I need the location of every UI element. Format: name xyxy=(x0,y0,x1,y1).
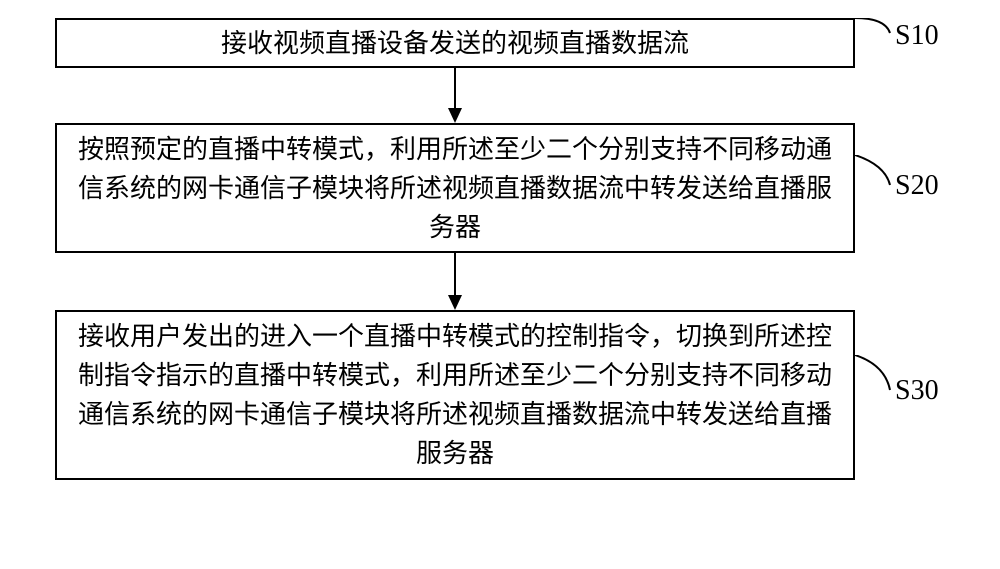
node-s20-label: S20 xyxy=(895,170,939,202)
flowchart-node-s30: 接收用户发出的进入一个直播中转模式的控制指令，切换到所述控制指令指示的直播中转模… xyxy=(55,310,855,480)
node-s10-text: 接收视频直播设备发送的视频直播数据流 xyxy=(221,24,689,63)
node-s10-label: S10 xyxy=(895,20,939,52)
bracket-s10 xyxy=(855,18,895,68)
flowchart-container: 接收视频直播设备发送的视频直播数据流 S10 按照预定的直播中转模式，利用所述至… xyxy=(0,0,1000,569)
bracket-s20 xyxy=(855,155,895,205)
flowchart-node-s10: 接收视频直播设备发送的视频直播数据流 xyxy=(55,18,855,68)
node-s30-label: S30 xyxy=(895,375,939,407)
bracket-s30 xyxy=(855,355,895,405)
arrow-s20-s30 xyxy=(445,253,465,310)
arrow-s10-s20 xyxy=(445,68,465,123)
node-s20-text: 按照预定的直播中转模式，利用所述至少二个分别支持不同移动通信系统的网卡通信子模块… xyxy=(77,130,833,247)
node-s30-text: 接收用户发出的进入一个直播中转模式的控制指令，切换到所述控制指令指示的直播中转模… xyxy=(77,317,833,473)
flowchart-node-s20: 按照预定的直播中转模式，利用所述至少二个分别支持不同移动通信系统的网卡通信子模块… xyxy=(55,123,855,253)
